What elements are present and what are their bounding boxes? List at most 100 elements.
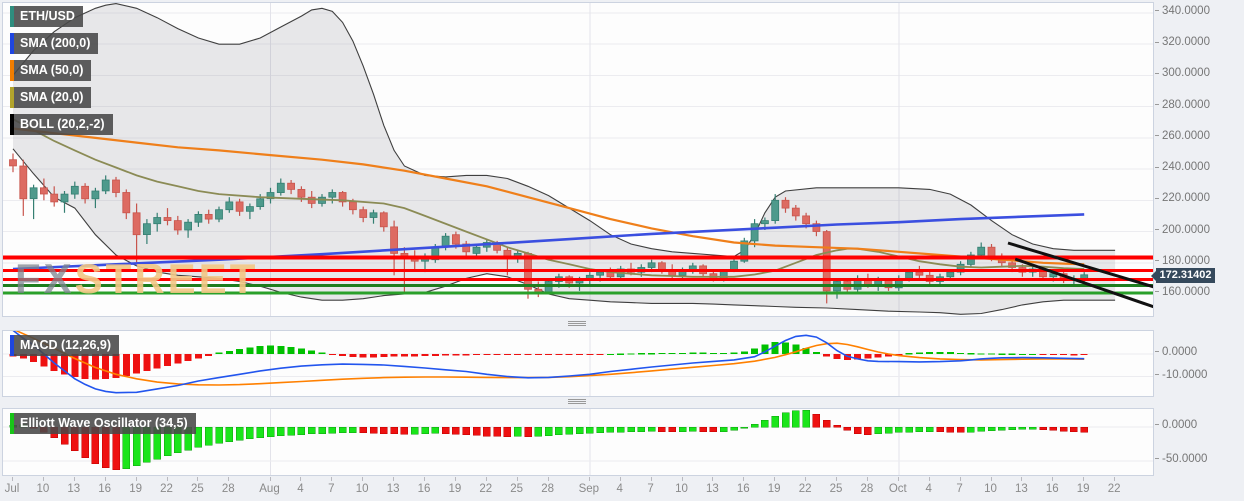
legend-label: SMA (50,0) xyxy=(14,60,92,81)
macd-pane xyxy=(2,330,1154,397)
x-axis-label: 22 xyxy=(798,483,812,495)
x-axis-tick xyxy=(12,477,13,481)
x-axis-label: 4 xyxy=(616,483,623,495)
x-axis-tick xyxy=(928,477,930,481)
legend-label: MACD (12,26,9) xyxy=(14,335,119,356)
x-axis-label: 25 xyxy=(510,483,524,495)
watermark-fx: FX xyxy=(15,255,75,302)
pane-separator-handle[interactable] xyxy=(568,323,586,324)
legend-color-chip xyxy=(10,335,14,356)
legend-item-sma200[interactable]: SMA (200,0) xyxy=(10,33,99,54)
legend-label: ETH/USD xyxy=(14,6,83,27)
x-axis-label: 16 xyxy=(98,483,112,495)
x-axis-tick xyxy=(805,477,807,481)
x-axis-tick xyxy=(300,477,302,481)
y-axis-label: 300.0000 xyxy=(1155,67,1210,79)
fxstreet-watermark: FXSTREET xyxy=(15,255,258,303)
y-axis-label: 160.0000 xyxy=(1155,286,1210,298)
legend-color-chip xyxy=(10,33,14,54)
x-axis-tick xyxy=(228,477,230,481)
x-axis-tick xyxy=(650,477,652,481)
x-axis-label: 16 xyxy=(417,483,431,495)
x-axis-tick xyxy=(393,477,395,481)
legend-item-eth-usd[interactable]: ETH/USD xyxy=(10,6,83,27)
x-axis-label: 13 xyxy=(67,483,81,495)
legend-color-chip xyxy=(10,114,14,135)
legend-item-sma20[interactable]: SMA (20,0) xyxy=(10,87,92,108)
ewo-canvas[interactable] xyxy=(3,409,1153,475)
x-axis-tick xyxy=(362,477,364,481)
x-axis-tick xyxy=(1052,477,1054,481)
legend-label: SMA (200,0) xyxy=(14,33,99,54)
x-axis-tick xyxy=(104,477,106,481)
x-axis-label: 7 xyxy=(647,483,654,495)
main-chart-canvas[interactable] xyxy=(3,3,1153,316)
x-axis-label: Sep xyxy=(578,483,600,495)
x-axis-tick xyxy=(166,477,168,481)
legend-color-chip xyxy=(10,413,14,434)
x-axis-tick xyxy=(990,477,992,481)
x-axis-label: 4 xyxy=(297,483,304,495)
x-axis-label: 22 xyxy=(479,483,493,495)
y-axis-label: 340.0000 xyxy=(1155,5,1210,17)
x-axis-label: 7 xyxy=(956,483,963,495)
y-axis-label: 0.0000 xyxy=(1155,419,1197,431)
x-axis-tick xyxy=(424,477,425,481)
x-axis-label: 25 xyxy=(829,483,843,495)
legend-color-chip xyxy=(10,6,14,27)
x-axis-tick xyxy=(73,477,75,481)
x-axis-tick xyxy=(1083,477,1085,481)
y-axis-label: 320.0000 xyxy=(1155,36,1210,48)
legend-label: Elliott Wave Oscillator (34,5) xyxy=(14,413,196,434)
x-axis-label: 7 xyxy=(328,483,335,495)
x-axis-tick xyxy=(269,477,271,481)
x-axis-label: 28 xyxy=(541,483,554,495)
y-axis-label: 0.0000 xyxy=(1155,346,1197,358)
current-price-badge: 172.31402 xyxy=(1151,268,1215,283)
legend-item-macd[interactable]: MACD (12,26,9) xyxy=(10,335,119,356)
legend-color-chip xyxy=(10,87,14,108)
x-axis-label: 22 xyxy=(160,483,173,495)
x-axis-tick xyxy=(42,477,44,481)
y-axis-label: -10.0000 xyxy=(1155,369,1207,381)
x-axis-label: 10 xyxy=(36,483,50,495)
x-axis-label: 13 xyxy=(386,483,400,495)
macd-canvas[interactable] xyxy=(3,331,1153,396)
legend-item-boll[interactable]: BOLL (20,2,-2) xyxy=(10,114,113,135)
x-axis-label: 25 xyxy=(190,483,204,495)
x-axis-tick xyxy=(897,477,899,481)
x-axis-tick xyxy=(681,477,683,481)
legend-item-sma50[interactable]: SMA (50,0) xyxy=(10,60,92,81)
x-axis-label: 13 xyxy=(705,483,719,495)
x-axis-tick xyxy=(1114,477,1116,481)
x-axis-tick xyxy=(547,477,549,481)
x-axis-tick xyxy=(135,477,137,481)
x-axis-label: 16 xyxy=(736,483,750,495)
y-axis-label: -50.0000 xyxy=(1155,453,1207,465)
x-axis-tick xyxy=(331,477,333,481)
x-axis-label: 19 xyxy=(129,483,142,495)
x-axis-label: Jul xyxy=(4,483,20,495)
x-axis-tick xyxy=(959,477,961,481)
legend-label: BOLL (20,2,-2) xyxy=(14,114,113,135)
y-axis-label: 220.0000 xyxy=(1155,192,1210,204)
x-axis-tick xyxy=(836,477,837,481)
x-axis-tick xyxy=(866,477,868,481)
y-axis-label: 180.0000 xyxy=(1155,255,1210,267)
legend-color-chip xyxy=(10,60,14,81)
x-axis-label: 10 xyxy=(675,483,688,495)
x-axis-label: 13 xyxy=(1014,483,1028,495)
watermark-street: STREET xyxy=(74,255,259,302)
x-axis-tick xyxy=(619,477,621,481)
legend-item-ewo[interactable]: Elliott Wave Oscillator (34,5) xyxy=(10,413,196,434)
pane-separator-handle[interactable] xyxy=(568,401,586,402)
x-axis-label: 16 xyxy=(1045,483,1059,495)
x-axis-label: 22 xyxy=(1107,483,1121,495)
x-axis-label: 10 xyxy=(984,483,997,495)
legend-label: SMA (20,0) xyxy=(14,87,92,108)
x-axis-label: 4 xyxy=(925,483,932,495)
x-axis-label: 19 xyxy=(1076,483,1090,495)
x-axis-label: Aug xyxy=(259,483,280,495)
main-chart-pane: FXSTREET xyxy=(2,2,1154,317)
